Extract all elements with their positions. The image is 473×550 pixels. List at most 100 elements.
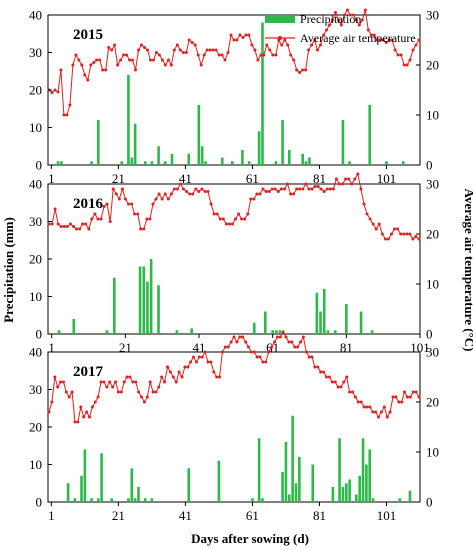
y2-tick-label: 0 — [426, 327, 433, 342]
temperature-point — [386, 237, 390, 241]
precip-bar — [90, 498, 93, 502]
temperature-point — [178, 48, 182, 52]
temperature-point — [246, 212, 250, 216]
temperature-point — [120, 187, 124, 191]
temperature-point — [163, 380, 167, 384]
temperature-point — [304, 350, 308, 354]
temperature-point — [143, 46, 146, 49]
temperature-point — [258, 192, 262, 196]
temperature-point — [220, 53, 224, 57]
x-tick-label: 101 — [410, 340, 430, 355]
x-tick-label: 1 — [48, 508, 55, 523]
temperature-point — [185, 190, 189, 193]
temperature-point — [270, 187, 274, 191]
temperature-point — [224, 222, 228, 226]
temperature-point — [64, 390, 68, 394]
temperature-point — [414, 390, 418, 394]
temperature-point — [86, 78, 90, 82]
temperature-point — [283, 38, 287, 42]
precip-bar — [146, 281, 149, 334]
temperature-point — [278, 335, 282, 339]
temperature-point — [50, 222, 54, 226]
y2-tick-label: 0 — [426, 495, 433, 510]
temperature-point — [238, 33, 242, 37]
temperature-point — [342, 13, 346, 17]
temperature-point — [154, 197, 158, 201]
precip-bar — [294, 483, 298, 502]
temperature-point — [188, 192, 192, 196]
temperature-point — [202, 53, 206, 57]
x-tick-label: 81 — [340, 340, 353, 355]
temperature-point — [113, 43, 117, 47]
temperature-point — [402, 63, 406, 67]
temperature-point — [348, 390, 352, 394]
temperature-point — [371, 222, 375, 226]
precip-bar — [149, 259, 153, 334]
temperature-point — [403, 390, 406, 394]
temperature-point — [289, 53, 293, 57]
temperature-point — [223, 58, 227, 62]
precip-bar — [150, 498, 154, 502]
temperature-point — [199, 63, 203, 67]
legend-precip-label: Precipitation — [300, 12, 361, 26]
temperature-point — [390, 38, 394, 42]
temperature-point — [196, 53, 200, 57]
temperature-point — [378, 38, 382, 42]
x-tick-label: 61 — [246, 171, 259, 186]
temperature-point — [223, 345, 227, 349]
temperature-point — [307, 355, 311, 359]
temperature-point — [249, 197, 253, 201]
precip-bar — [190, 328, 193, 335]
temperature-point — [408, 232, 412, 236]
temperature-point — [271, 53, 275, 57]
precip-bar — [281, 120, 284, 165]
temperature-point — [172, 48, 176, 52]
temperature-point — [298, 187, 302, 191]
temperature-point — [47, 222, 51, 226]
temperature-point — [347, 177, 351, 181]
y-tick-label: 20 — [29, 252, 42, 267]
temperature-point — [218, 375, 221, 379]
temperature-point — [220, 350, 224, 354]
temperature-point — [136, 212, 140, 216]
temperature-point — [89, 63, 93, 67]
temperature-point — [157, 53, 161, 57]
temperature-point — [226, 345, 230, 349]
temperature-point — [128, 375, 132, 379]
temperature-point — [350, 182, 354, 186]
temperature-point — [206, 360, 210, 364]
temperature-point — [88, 415, 91, 419]
precip-bar — [133, 498, 137, 502]
temperature-point — [209, 360, 213, 364]
temperature-point — [327, 375, 331, 379]
temperature-point — [62, 113, 66, 117]
temperature-point — [388, 410, 392, 414]
temperature-point — [286, 182, 289, 186]
temperature-point — [56, 385, 60, 389]
temperature-point — [70, 390, 74, 394]
precip-bar — [200, 146, 204, 165]
precip-bar — [241, 150, 244, 165]
temperature-point — [190, 41, 194, 44]
precip-bar — [358, 475, 361, 502]
temperature-point — [96, 395, 100, 399]
temperature-point — [227, 222, 231, 226]
precip-bar — [274, 161, 278, 165]
panel-year-label: 2015 — [73, 27, 103, 43]
temperature-point — [247, 33, 251, 37]
temperature-point — [232, 335, 236, 339]
temperature-point — [114, 192, 118, 196]
x-tick-label: 1 — [48, 171, 55, 186]
temperature-point — [108, 220, 112, 223]
temperature-point — [99, 380, 103, 384]
y-tick-label: 0 — [36, 495, 43, 510]
precip-bar — [341, 120, 345, 165]
precip-bar — [408, 490, 412, 502]
temperature-point — [131, 58, 134, 62]
temperature-point — [123, 197, 127, 201]
y2-tick-label: 10 — [426, 277, 439, 292]
temperature-point — [194, 187, 198, 191]
temperature-point — [313, 365, 317, 369]
temperature-point — [140, 395, 143, 399]
